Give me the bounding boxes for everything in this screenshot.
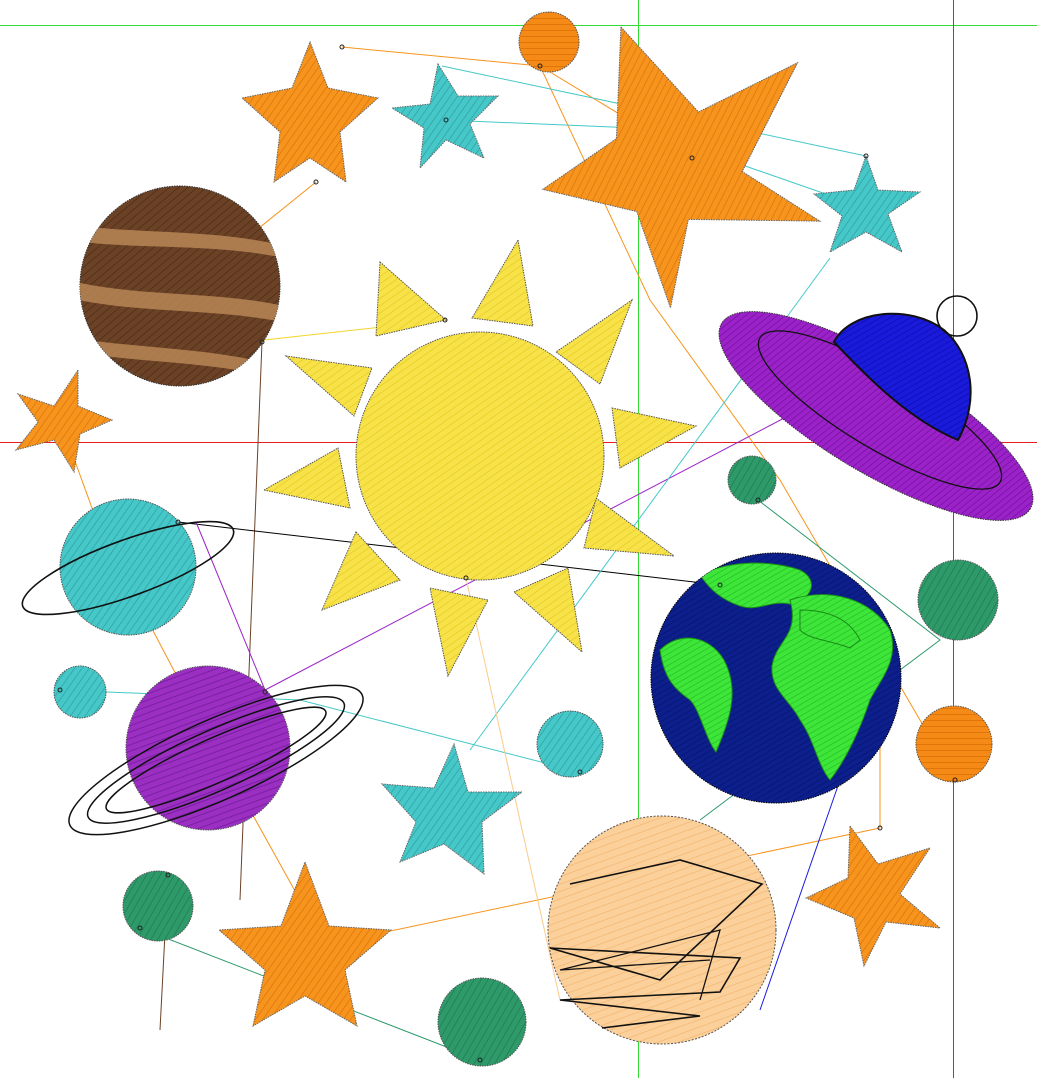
orange-planet-icon[interactable] <box>915 705 993 783</box>
sun-ray-icon <box>555 298 634 385</box>
orange-planet-icon[interactable] <box>518 11 580 73</box>
stitch-markers <box>57 44 958 1063</box>
sun-ray-icon <box>262 447 351 509</box>
orange-star-icon[interactable] <box>217 860 393 1027</box>
green-planet-icon[interactable] <box>437 977 527 1067</box>
orange-star-icon[interactable] <box>522 3 829 323</box>
ufo-antenna-icon <box>936 295 978 337</box>
green-planet-icon[interactable] <box>727 455 777 505</box>
sun-ray-icon <box>611 407 698 469</box>
green-planet-icon[interactable] <box>122 870 194 942</box>
jupiter-planet-icon[interactable] <box>60 185 300 387</box>
saturn-planet-icon[interactable] <box>54 658 379 861</box>
orange-star-icon[interactable] <box>804 824 942 968</box>
sun-ray-icon <box>583 497 676 557</box>
sun-ray-icon <box>429 587 489 678</box>
horizontal-guide-green[interactable] <box>0 25 1037 26</box>
cyan-star-icon[interactable] <box>390 62 500 170</box>
cyan-star-icon[interactable] <box>380 742 524 876</box>
cyan-planet-icon[interactable] <box>53 665 107 719</box>
sun-ray-icon <box>513 567 583 654</box>
ringed-planet-icon[interactable] <box>13 498 243 636</box>
cyan-planet-icon[interactable] <box>536 710 604 778</box>
sun-ray-icon <box>375 260 448 337</box>
cyan-star-icon[interactable] <box>812 154 922 254</box>
orange-star-icon[interactable] <box>14 368 114 474</box>
vertical-guide-red[interactable] <box>953 0 954 1078</box>
sun-ray-icon <box>284 355 373 417</box>
ufo-icon[interactable] <box>693 275 1037 556</box>
sun-icon[interactable] <box>355 331 605 581</box>
orange-star-icon[interactable] <box>240 40 380 184</box>
sun-ray-icon <box>471 238 534 327</box>
sun-ray-icon <box>321 531 401 611</box>
green-planet-icon[interactable] <box>917 559 999 641</box>
earth-icon[interactable] <box>650 552 902 804</box>
sun-rays[interactable] <box>262 238 698 678</box>
peach-planet-icon[interactable] <box>547 815 777 1045</box>
